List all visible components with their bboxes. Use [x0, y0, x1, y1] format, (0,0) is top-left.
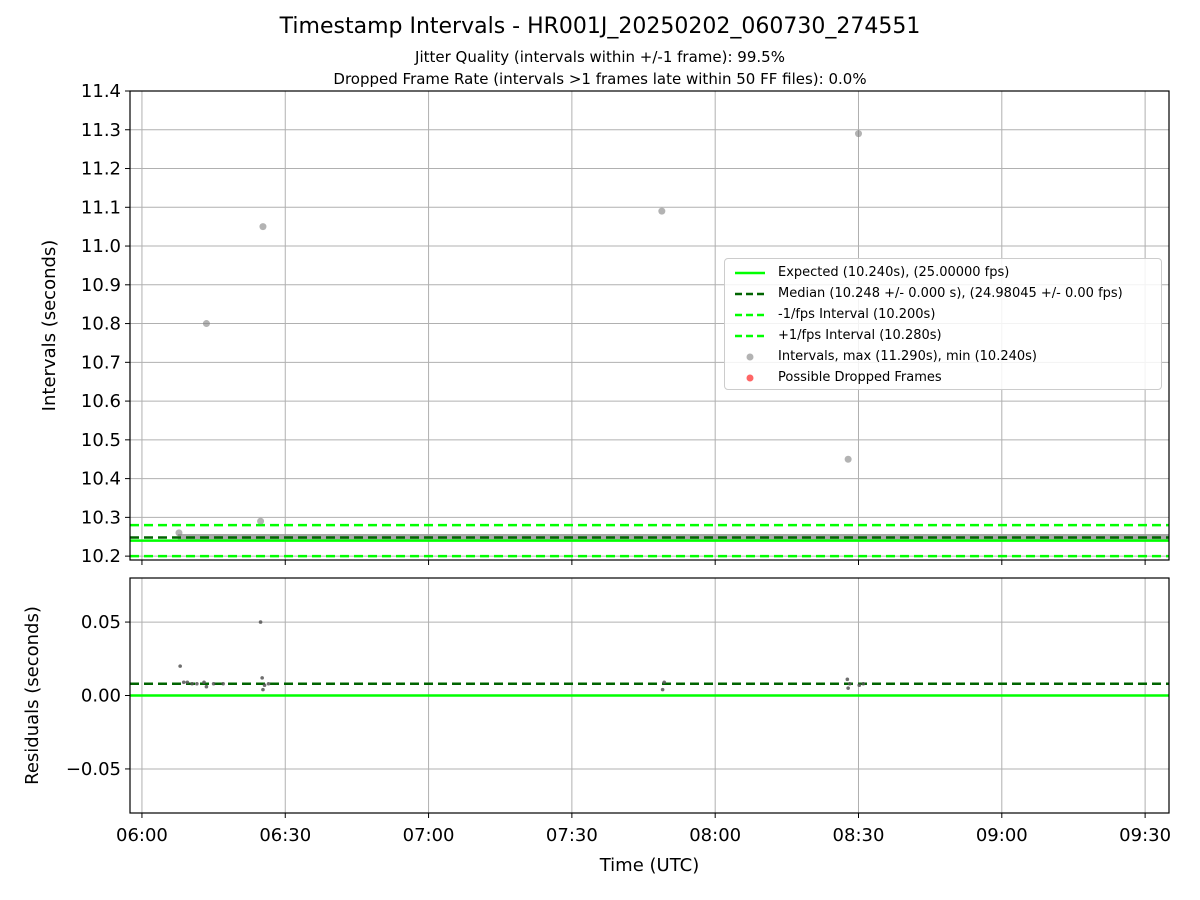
y-tick-label: 0.05 [81, 612, 121, 633]
x-tick-label: 09:00 [976, 825, 1028, 846]
y-tick-label: 10.3 [81, 507, 121, 528]
y-tick-label: 11.2 [81, 159, 121, 180]
legend-label: +1/fps Interval (10.280s) [778, 328, 942, 343]
residual-point [181, 680, 186, 685]
dropped-frame-subtitle: Dropped Frame Rate (intervals >1 frames … [333, 70, 867, 88]
x-tick-label: 07:30 [546, 825, 598, 846]
legend-item: -1/fps Interval (10.200s) [733, 304, 1153, 325]
residual-point [202, 680, 206, 685]
legend: Expected (10.240s), (25.00000 fps) Median… [724, 258, 1162, 390]
residual-point [195, 681, 199, 686]
legend-swatch [735, 334, 765, 337]
legend-item: Median (10.248 +/- 0.000 s), (24.98045 +… [733, 283, 1153, 304]
residual-point [845, 677, 850, 682]
legend-label: Possible Dropped Frames [778, 370, 942, 385]
y-tick-label: 10.4 [81, 469, 121, 490]
x-tick-label: 09:30 [1119, 825, 1171, 846]
x-tick-label: 07:00 [403, 825, 455, 846]
y-tick-label: 11.4 [81, 81, 121, 102]
residual-point [847, 681, 852, 686]
residual-point [204, 684, 209, 689]
residual-point [262, 683, 267, 688]
y-tick-label: 11.3 [81, 120, 121, 141]
y-tick-label: 0.00 [81, 686, 121, 707]
interval-point [854, 130, 862, 138]
residual-point [190, 681, 194, 686]
residual-point [185, 680, 190, 685]
residual-point [660, 687, 665, 692]
x-axis-label: Time (UTC) [599, 855, 700, 876]
y-tick-label: 10.6 [81, 391, 121, 412]
interval-point [257, 517, 265, 525]
legend-swatch [735, 313, 765, 316]
y-tick-label: −0.05 [66, 759, 121, 780]
legend-swatch [746, 374, 754, 381]
y-tick-label: 10.2 [81, 546, 121, 567]
x-tick-label: 06:00 [116, 825, 168, 846]
intervals-axes-frame [129, 90, 1170, 561]
interval-point [175, 529, 183, 537]
y-tick-label: 10.5 [81, 430, 121, 451]
intervals-y-axis-label: Intervals (seconds) [39, 240, 60, 412]
residuals-y-axis-label: Residuals (seconds) [22, 606, 43, 785]
residual-point [260, 676, 264, 680]
legend-swatch [735, 292, 765, 295]
legend-label: Intervals, max (11.290s), min (10.240s) [778, 349, 1037, 364]
legend-swatch [746, 353, 754, 360]
legend-item: +1/fps Interval (10.280s) [733, 325, 1153, 346]
legend-swatch [735, 271, 765, 274]
x-tick-label: 06:30 [259, 825, 311, 846]
residuals-axes-frame [129, 577, 1170, 814]
residual-point [221, 681, 225, 686]
interval-point [202, 320, 210, 328]
legend-label: Expected (10.240s), (25.00000 fps) [778, 265, 1010, 280]
interval-point [658, 207, 666, 215]
jitter-quality-subtitle: Jitter Quality (intervals within +/-1 fr… [415, 48, 785, 66]
legend-marker [746, 374, 754, 381]
legend-marker [746, 353, 754, 360]
legend-label: -1/fps Interval (10.200s) [778, 307, 936, 322]
chart-title: Timestamp Intervals - HR001J_20250202_06… [279, 14, 921, 39]
residual-point [662, 680, 667, 685]
legend-item: Possible Dropped Frames [733, 367, 1153, 388]
residual-point [211, 681, 216, 686]
legend-label: Median (10.248 +/- 0.000 s), (24.98045 +… [778, 286, 1123, 301]
x-tick-label: 08:30 [833, 825, 885, 846]
residual-point [857, 683, 862, 688]
residual-point [266, 681, 271, 686]
y-tick-label: 11.0 [81, 236, 121, 257]
residual-point [258, 620, 263, 624]
interval-point [259, 223, 267, 231]
y-tick-label: 10.9 [81, 275, 121, 296]
residual-point [261, 687, 265, 692]
residual-point [178, 664, 182, 668]
residual-point [861, 681, 866, 686]
interval-point [844, 455, 852, 463]
y-tick-label: 10.8 [81, 314, 121, 335]
legend-item: Expected (10.240s), (25.00000 fps) [733, 262, 1153, 283]
residual-point [846, 686, 850, 690]
y-tick-label: 11.1 [81, 197, 121, 218]
legend-item: Intervals, max (11.290s), min (10.240s) [733, 346, 1153, 367]
x-tick-label: 08:00 [689, 825, 741, 846]
y-tick-label: 10.7 [81, 352, 121, 373]
